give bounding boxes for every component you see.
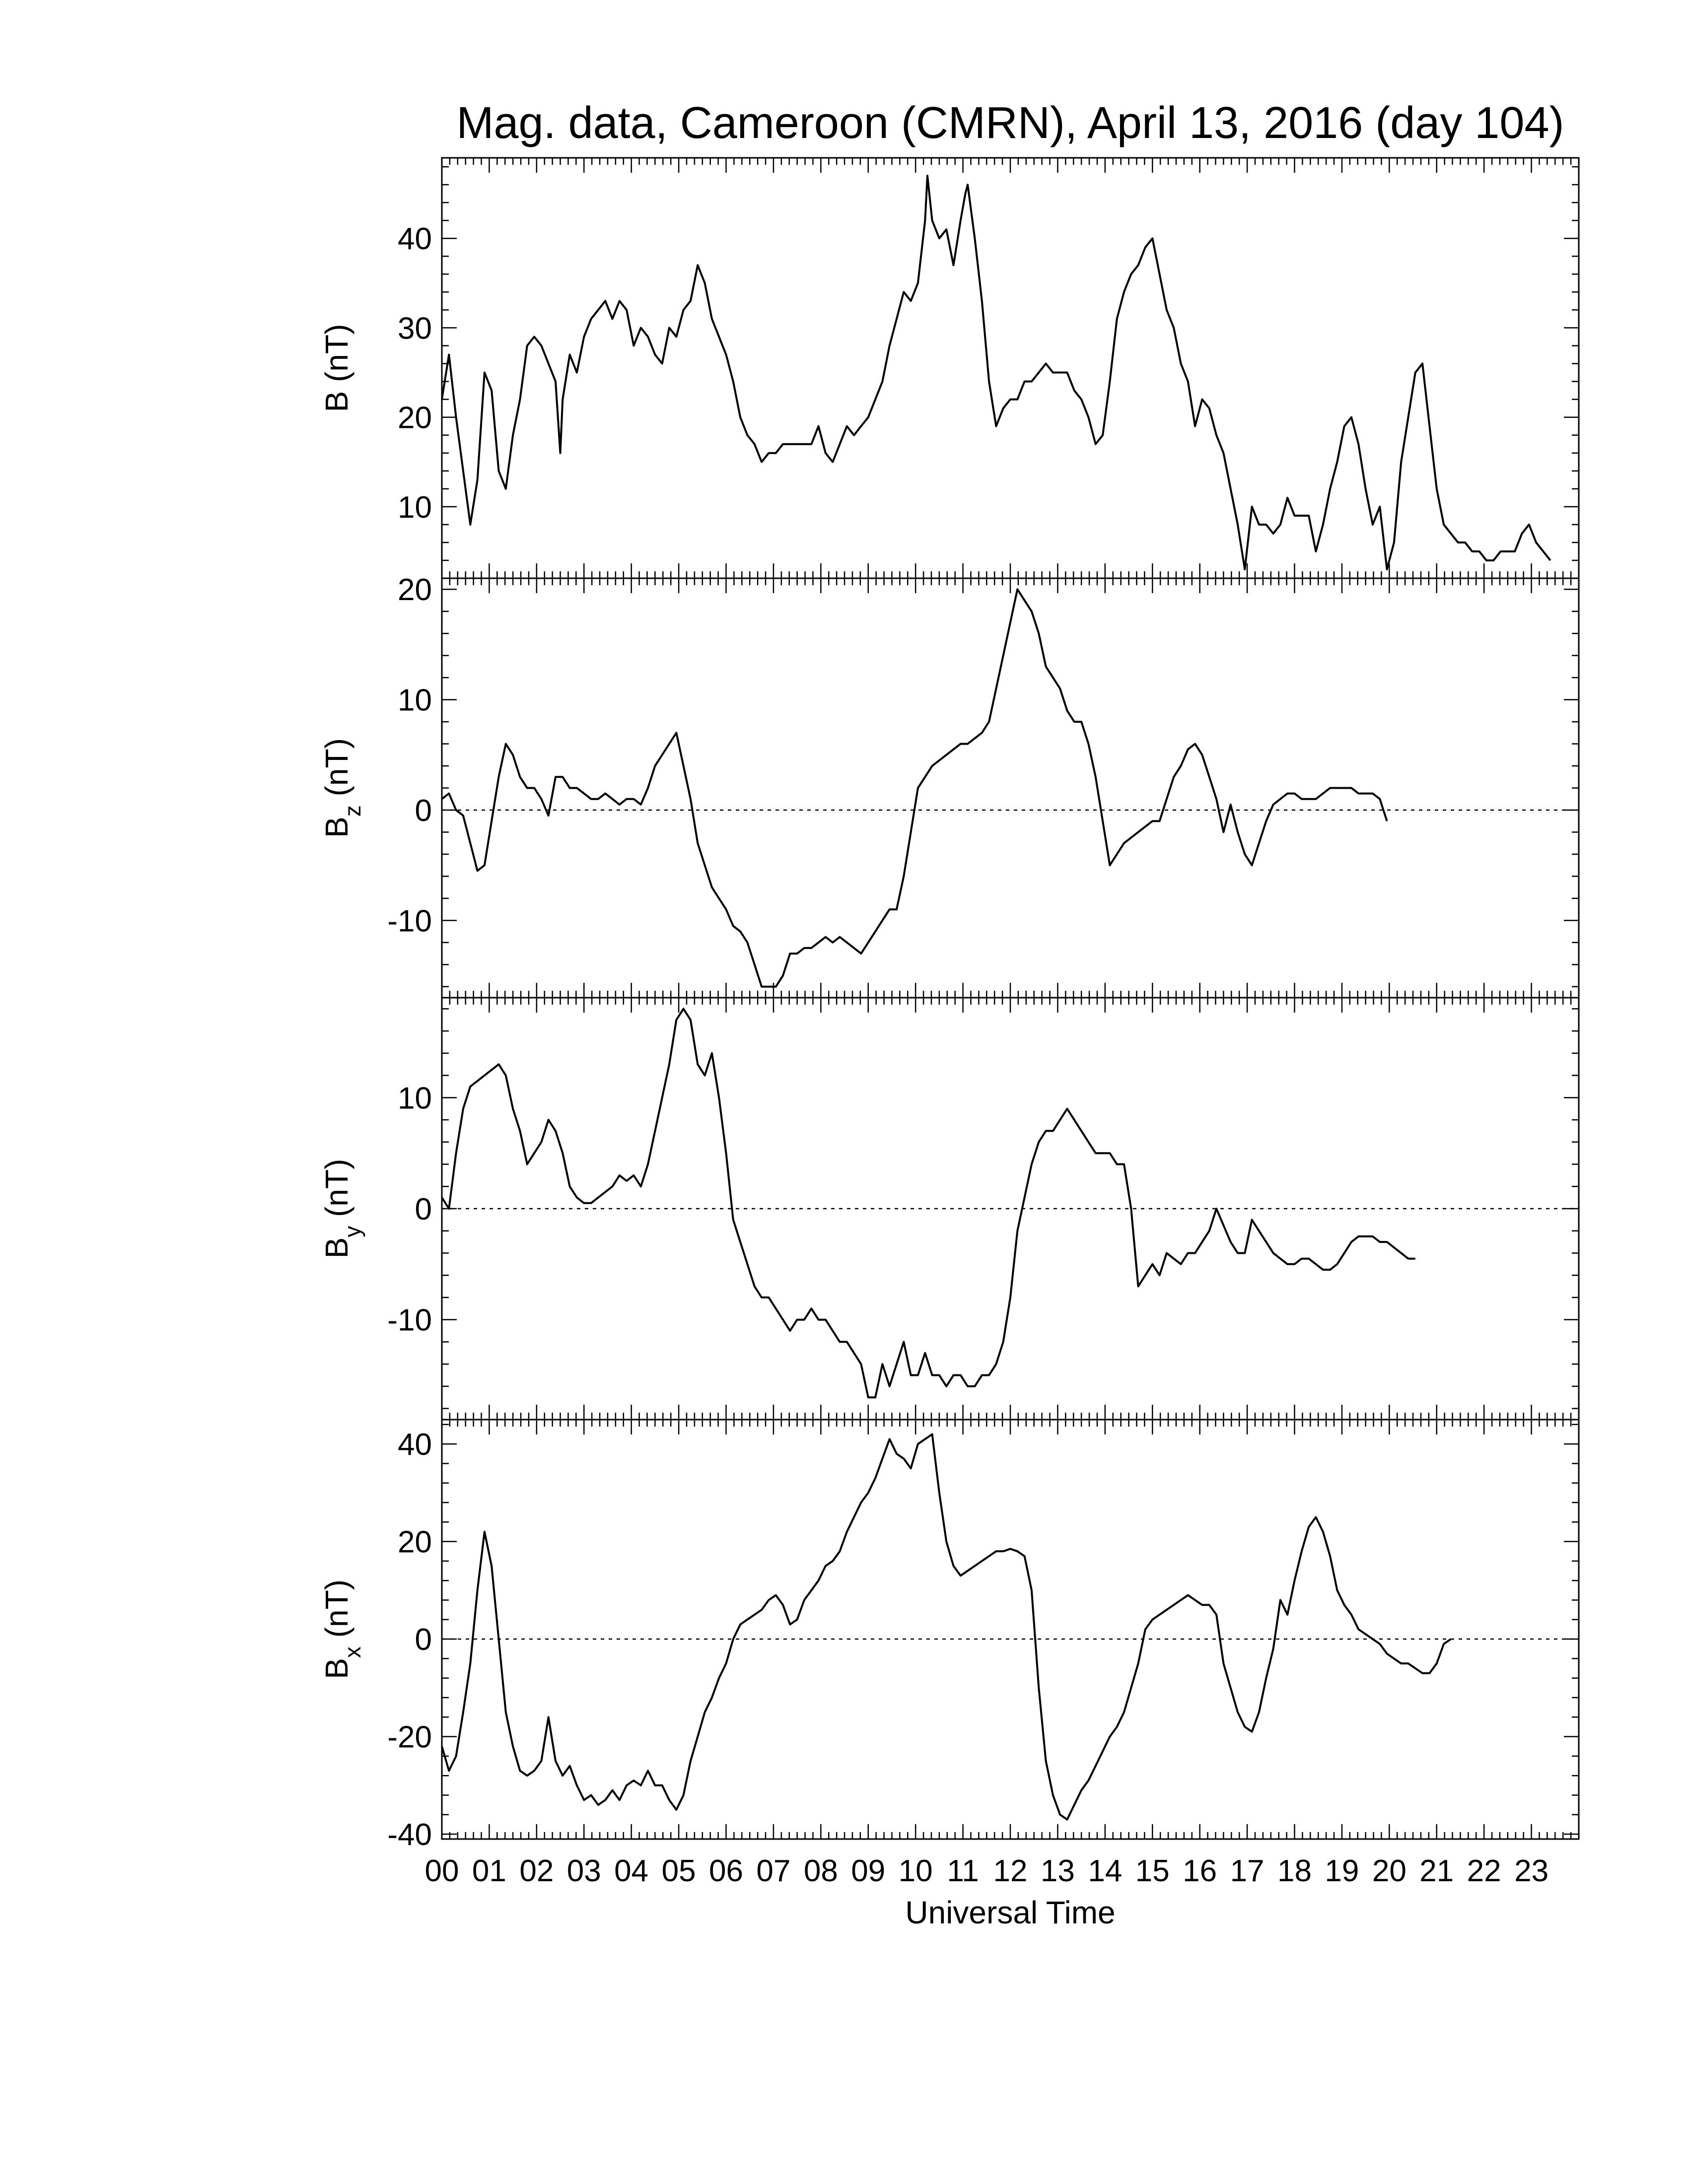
y-axis-label: B (nT) xyxy=(319,324,354,412)
y-tick-label: -10 xyxy=(387,1303,432,1338)
x-tick-label: 18 xyxy=(1277,1854,1312,1888)
x-tick-label: 01 xyxy=(472,1854,506,1888)
x-tick-label: 16 xyxy=(1183,1854,1217,1888)
x-tick-label: 11 xyxy=(947,1854,979,1888)
y-axis-label-unit: (nT) xyxy=(319,1159,354,1226)
panels: 10 20 30 40 B (nT) -10 0 10 20 Bz (nT) -10 0 10 By (n… xyxy=(319,157,1580,1852)
y-tick-label: 10 xyxy=(398,1081,432,1115)
x-tick-label: 04 xyxy=(614,1854,648,1888)
y-tick-label: 0 xyxy=(415,1623,432,1657)
y-tick-label: -10 xyxy=(387,904,432,938)
x-tick-label: 05 xyxy=(662,1854,696,1888)
series-line-bz xyxy=(441,588,1388,988)
panel-bx: -40 -20 0 20 40 Bx (nT) xyxy=(319,1419,1580,1852)
panel-b: 10 20 30 40 B (nT) xyxy=(319,157,1580,579)
x-tick-label: 21 xyxy=(1419,1854,1454,1888)
x-tick-label: 07 xyxy=(756,1854,790,1888)
panel-frame xyxy=(441,577,1580,999)
y-axis-label: By (nT) xyxy=(319,1159,365,1259)
x-tick-label: 08 xyxy=(804,1854,838,1888)
y-axis-label-main: B xyxy=(319,1237,354,1259)
y-axis-label-main: B xyxy=(319,817,354,838)
x-tick-label: 17 xyxy=(1230,1854,1265,1888)
x-tick-label: 14 xyxy=(1088,1854,1122,1888)
y-axis-label-subscript: z xyxy=(340,805,365,817)
x-tick-label: 00 xyxy=(425,1854,459,1888)
x-tick-label: 22 xyxy=(1467,1854,1501,1888)
x-tick-labels: 00 01 02 03 04 05 06 07 08 09 10 11 12 13 14 15 16 17 18 19… xyxy=(425,1854,1549,1888)
y-tick-label: -40 xyxy=(387,1818,432,1852)
x-tick-label: 09 xyxy=(851,1854,885,1888)
panel-bz: -10 0 10 20 Bz (nT) xyxy=(319,573,1580,999)
panel-frame xyxy=(441,1419,1580,1840)
y-tick-label: 10 xyxy=(398,490,432,525)
series-line-b xyxy=(441,175,1551,570)
y-axis-label: Bx (nT) xyxy=(319,1579,365,1679)
x-tick-label: 13 xyxy=(1041,1854,1075,1888)
y-axis-label-unit: (nT) xyxy=(319,738,354,805)
x-tick-label: 23 xyxy=(1514,1854,1548,1888)
panel-by: -10 0 10 By (nT) xyxy=(319,997,1580,1421)
panel-frame xyxy=(441,997,1580,1421)
x-tick-label: 10 xyxy=(899,1854,933,1888)
y-tick-label: 10 xyxy=(398,683,432,718)
y-tick-label: 40 xyxy=(398,1428,432,1462)
y-axis-label-unit: (nT) xyxy=(319,1579,354,1646)
x-tick-label: 19 xyxy=(1325,1854,1359,1888)
x-tick-label: 15 xyxy=(1135,1854,1170,1888)
y-tick-label: 20 xyxy=(398,401,432,435)
y-tick-label: 0 xyxy=(415,1192,432,1227)
x-tick-label: 03 xyxy=(567,1854,601,1888)
x-tick-label: 20 xyxy=(1372,1854,1407,1888)
y-tick-label: 20 xyxy=(398,573,432,607)
series-line-by xyxy=(441,1008,1415,1399)
series-line-bx xyxy=(441,1433,1452,1821)
x-tick-label: 06 xyxy=(709,1854,743,1888)
y-tick-label: 40 xyxy=(398,222,432,256)
y-axis-label-subscript: x xyxy=(340,1646,365,1658)
y-axis-label-subscript: y xyxy=(340,1226,365,1237)
x-tick-label: 02 xyxy=(519,1854,554,1888)
y-tick-label: 0 xyxy=(415,794,432,828)
x-axis-label: Universal Time xyxy=(905,1895,1115,1930)
y-tick-label: 30 xyxy=(398,311,432,345)
y-axis-label: Bz (nT) xyxy=(319,738,365,838)
y-axis-label-main: B xyxy=(319,1658,354,1679)
chart-title: Mag. data, Cameroon (CMRN), April 13, 20… xyxy=(456,98,1564,148)
x-tick-label: 12 xyxy=(993,1854,1028,1888)
y-tick-label: -20 xyxy=(387,1720,432,1755)
panel-frame xyxy=(441,157,1580,579)
y-tick-label: 20 xyxy=(398,1525,432,1560)
